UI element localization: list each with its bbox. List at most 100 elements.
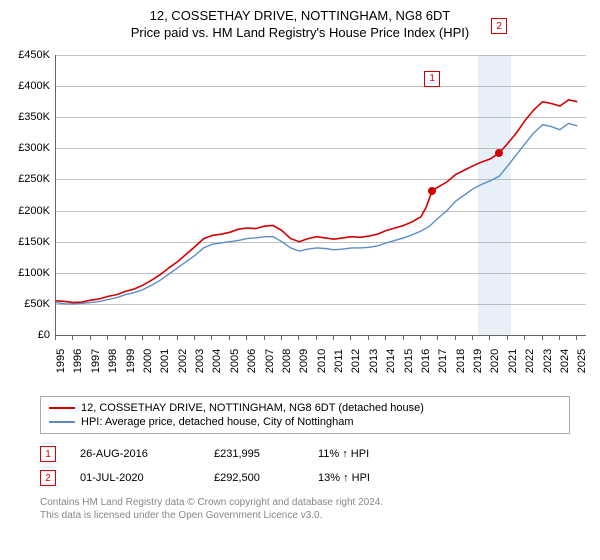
y-tick-label: £350K xyxy=(0,111,50,123)
line-series-svg xyxy=(56,55,586,335)
transaction-index-box: 1 xyxy=(40,446,56,462)
x-tick-label: 1999 xyxy=(125,349,137,373)
x-tick-label: 2012 xyxy=(350,349,362,373)
x-tick-mark xyxy=(229,335,230,340)
x-tick-mark xyxy=(437,335,438,340)
x-tick-label: 2006 xyxy=(246,349,258,373)
transaction-pct: 13% ↑ HPI xyxy=(318,472,418,484)
x-tick-mark xyxy=(576,335,577,340)
legend-text: 12, COSSETHAY DRIVE, NOTTINGHAM, NG8 6DT… xyxy=(81,402,424,414)
chart-container: 12, COSSETHAY DRIVE, NOTTINGHAM, NG8 6DT… xyxy=(0,0,600,522)
x-tick-mark xyxy=(472,335,473,340)
x-tick-label: 2007 xyxy=(264,349,276,373)
x-tick-mark xyxy=(542,335,543,340)
y-tick-label: £300K xyxy=(0,142,50,154)
legend-swatch xyxy=(49,421,75,423)
x-tick-mark xyxy=(333,335,334,340)
x-tick-mark xyxy=(403,335,404,340)
transaction-row: 2 01-JUL-2020 £292,500 13% ↑ HPI xyxy=(40,466,570,490)
x-tick-mark xyxy=(455,335,456,340)
transactions-table: 126-AUG-2016£231,99511% ↑ HPI201-JUL-202… xyxy=(40,442,570,490)
x-tick-mark xyxy=(194,335,195,340)
x-tick-label: 2018 xyxy=(455,349,467,373)
sale-marker-label: 2 xyxy=(491,18,507,34)
title-block: 12, COSSETHAY DRIVE, NOTTINGHAM, NG8 6DT… xyxy=(0,0,600,40)
x-tick-label: 2008 xyxy=(281,349,293,373)
x-tick-mark xyxy=(524,335,525,340)
series-property xyxy=(56,100,577,303)
x-tick-mark xyxy=(159,335,160,340)
x-tick-mark xyxy=(90,335,91,340)
y-tick-label: £50K xyxy=(0,298,50,310)
x-tick-mark xyxy=(316,335,317,340)
x-tick-label: 2020 xyxy=(489,349,501,373)
x-tick-mark xyxy=(55,335,56,340)
transaction-row: 126-AUG-2016£231,99511% ↑ HPI xyxy=(40,442,570,466)
x-tick-mark xyxy=(107,335,108,340)
x-tick-mark xyxy=(420,335,421,340)
legend-box: 12, COSSETHAY DRIVE, NOTTINGHAM, NG8 6DT… xyxy=(40,396,570,434)
y-tick-label: £150K xyxy=(0,236,50,248)
x-tick-label: 1995 xyxy=(55,349,67,373)
x-tick-mark xyxy=(385,335,386,340)
x-tick-label: 2021 xyxy=(507,349,519,373)
sale-marker-label: 1 xyxy=(424,71,440,87)
footer-line-1: Contains HM Land Registry data © Crown c… xyxy=(40,496,570,509)
transaction-date: 26-AUG-2016 xyxy=(80,448,190,460)
x-tick-label: 2019 xyxy=(472,349,484,373)
x-tick-mark xyxy=(246,335,247,340)
plot-area: 12 xyxy=(55,55,586,336)
x-tick-mark xyxy=(489,335,490,340)
x-tick-label: 1998 xyxy=(107,349,119,373)
x-tick-mark xyxy=(72,335,73,340)
x-tick-mark xyxy=(298,335,299,340)
x-tick-mark xyxy=(559,335,560,340)
x-tick-label: 2024 xyxy=(559,349,571,373)
sale-marker-dot xyxy=(495,149,503,157)
transaction-price: £231,995 xyxy=(214,448,294,460)
x-tick-label: 2000 xyxy=(142,349,154,373)
x-tick-label: 2016 xyxy=(420,349,432,373)
chart-area: £0£50K£100K£150K£200K£250K£300K£350K£400… xyxy=(0,40,600,390)
y-tick-label: £400K xyxy=(0,80,50,92)
transaction-price: £292,500 xyxy=(214,472,294,484)
x-tick-label: 2025 xyxy=(576,349,588,373)
y-tick-label: £100K xyxy=(0,267,50,279)
y-tick-label: £250K xyxy=(0,173,50,185)
x-tick-mark xyxy=(264,335,265,340)
transaction-date: 01-JUL-2020 xyxy=(80,472,190,484)
x-tick-label: 2017 xyxy=(437,349,449,373)
sale-marker-dot xyxy=(428,187,436,195)
x-tick-label: 2022 xyxy=(524,349,536,373)
x-tick-label: 2014 xyxy=(385,349,397,373)
footer-notice: Contains HM Land Registry data © Crown c… xyxy=(40,496,570,522)
x-tick-mark xyxy=(507,335,508,340)
x-tick-mark xyxy=(177,335,178,340)
x-tick-label: 2023 xyxy=(542,349,554,373)
title-address: 12, COSSETHAY DRIVE, NOTTINGHAM, NG8 6DT xyxy=(0,8,600,23)
x-tick-mark xyxy=(142,335,143,340)
x-tick-mark xyxy=(368,335,369,340)
x-tick-label: 2002 xyxy=(177,349,189,373)
x-tick-mark xyxy=(281,335,282,340)
x-tick-label: 1997 xyxy=(90,349,102,373)
legend-text: HPI: Average price, detached house, City… xyxy=(81,416,354,428)
x-tick-label: 2011 xyxy=(333,349,345,373)
x-tick-mark xyxy=(211,335,212,340)
y-tick-label: £0 xyxy=(0,329,50,341)
x-tick-label: 2015 xyxy=(403,349,415,373)
x-tick-label: 2003 xyxy=(194,349,206,373)
x-tick-label: 2001 xyxy=(159,349,171,373)
legend-swatch xyxy=(49,407,75,409)
footer-line-2: This data is licensed under the Open Gov… xyxy=(40,509,570,522)
x-tick-label: 2009 xyxy=(298,349,310,373)
y-tick-label: £450K xyxy=(0,49,50,61)
transaction-index-box: 2 xyxy=(40,470,56,486)
x-tick-mark xyxy=(125,335,126,340)
legend-item: 12, COSSETHAY DRIVE, NOTTINGHAM, NG8 6DT… xyxy=(49,401,561,415)
x-tick-label: 2005 xyxy=(229,349,241,373)
legend-item: HPI: Average price, detached house, City… xyxy=(49,415,561,429)
title-subtitle: Price paid vs. HM Land Registry's House … xyxy=(0,25,600,40)
x-tick-label: 2010 xyxy=(316,349,328,373)
x-tick-mark xyxy=(350,335,351,340)
